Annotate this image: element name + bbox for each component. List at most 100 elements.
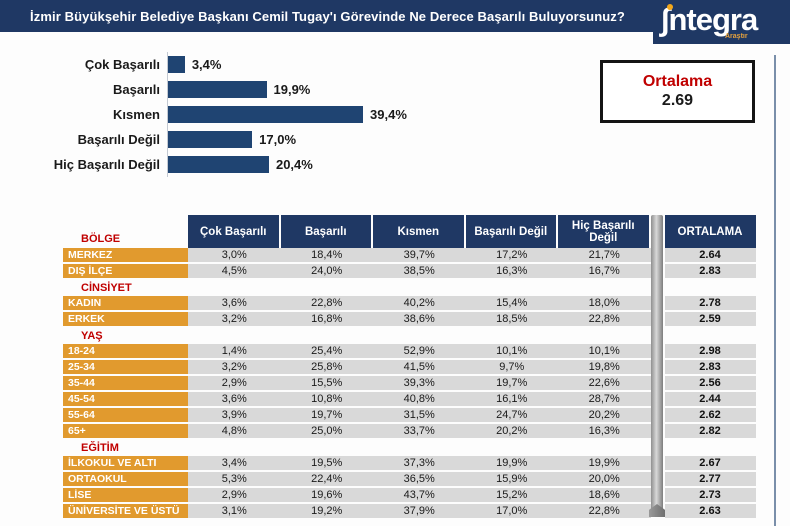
row-label-cell: 65+: [63, 424, 188, 440]
chart-bar: [168, 81, 267, 98]
empty-cell: [281, 440, 374, 456]
column-header: Kısmen: [373, 215, 466, 248]
chart-category-label: Hiç Başarılı Değil: [53, 157, 160, 172]
table-row: 45-54 3,6% 10,8% 40,8% 16,1% 28,7% 2.44: [63, 392, 756, 408]
value-cell: 4,8%: [188, 424, 281, 440]
value-cell: 10,8%: [280, 392, 373, 408]
empty-cell: [665, 280, 756, 296]
value-cell: 19,9%: [465, 456, 558, 472]
chart-category-label: Kısmen: [113, 107, 160, 122]
right-edge-rule: [774, 55, 776, 526]
average-cell: 2.63: [664, 504, 756, 520]
value-cell: 33,7%: [373, 424, 466, 440]
value-cell: 22,8%: [558, 312, 651, 328]
page-title: İzmir Büyükşehir Belediye Başkanı Cemil …: [30, 8, 625, 24]
value-cell: 3,4%: [188, 456, 281, 472]
section-label: EĞİTİM: [81, 442, 119, 454]
value-cell: 17,2%: [465, 248, 558, 264]
table-row: 55-64 3,9% 19,7% 31,5% 24,7% 20,2% 2.62: [63, 408, 756, 424]
chart-track: 20,4%: [167, 152, 313, 177]
integra-logo-text: ∫ntegra: [661, 2, 758, 37]
value-cell: 2,9%: [188, 376, 281, 392]
chart-bar: [168, 56, 185, 73]
value-cell: 31,5%: [373, 408, 466, 424]
value-cell: 22,6%: [558, 376, 651, 392]
value-cell: 19,7%: [465, 376, 558, 392]
value-cell: 5,3%: [188, 472, 281, 488]
row-label-cell: 35-44: [63, 376, 188, 392]
value-cell: 22,8%: [280, 296, 373, 312]
value-cell: 24,0%: [280, 264, 373, 280]
average-cell: 2.78: [664, 296, 756, 312]
average-cell: 2.67: [664, 456, 756, 472]
row-label-cell: DIŞ İLÇE: [63, 264, 188, 280]
chart-row: Kısmen 39,4%: [35, 102, 407, 127]
integra-logo-subtext: Araştır: [725, 33, 748, 40]
empty-cell: [665, 440, 756, 456]
table-row: İLKOKUL VE ALTI 3,4% 19,5% 37,3% 19,9% 19,9% 2…: [63, 456, 756, 472]
overall-average-box: Ortalama 2.69: [600, 60, 755, 123]
value-cell: 3,9%: [188, 408, 281, 424]
column-header: Hiç Başarılı Değil: [558, 215, 651, 248]
value-cell: 15,9%: [465, 472, 558, 488]
chart-track: 39,4%: [167, 102, 407, 127]
chart-track: 3,4%: [167, 52, 221, 77]
value-cell: 19,5%: [280, 456, 373, 472]
section-label: CİNSİYET: [81, 282, 132, 294]
row-label-cell: MERKEZ: [63, 248, 188, 264]
value-cell: 18,4%: [280, 248, 373, 264]
row-label-cell: ERKEK: [63, 312, 188, 328]
average-cell: 2.82: [664, 424, 756, 440]
average-cell: 2.98: [664, 344, 756, 360]
value-cell: 15,4%: [465, 296, 558, 312]
section-label: YAŞ: [81, 330, 103, 342]
average-cell: 2.64: [664, 248, 756, 264]
value-cell: 37,9%: [373, 504, 466, 520]
value-cell: 19,7%: [280, 408, 373, 424]
value-cell: 24,7%: [465, 408, 558, 424]
column-header-ortalama: ORTALAMA: [664, 215, 756, 248]
chart-bar: [168, 131, 253, 148]
logo-dot-icon: [667, 4, 673, 10]
value-cell: 4,5%: [188, 264, 281, 280]
value-cell: 25,8%: [280, 360, 373, 376]
chart-track: 19,9%: [167, 77, 310, 102]
section-row: YAŞ: [63, 328, 756, 344]
value-cell: 19,6%: [280, 488, 373, 504]
chart-bar: [168, 106, 364, 123]
value-cell: 36,5%: [373, 472, 466, 488]
row-label-cell: 55-64: [63, 408, 188, 424]
chart-value-label: 19,9%: [273, 82, 311, 97]
empty-cell: [665, 328, 756, 344]
empty-cell: [373, 280, 466, 296]
chart-value-label: 20,4%: [275, 157, 313, 172]
value-cell: 20,2%: [465, 424, 558, 440]
empty-cell: [188, 440, 281, 456]
average-cell: 2.83: [664, 264, 756, 280]
empty-cell: [466, 328, 559, 344]
table-row: LİSE 2,9% 19,6% 43,7% 15,2% 18,6% 2.73: [63, 488, 756, 504]
table-header-row: BÖLGE Çok Başarılı Başarılı Kısmen Başarılı …: [63, 215, 756, 248]
value-cell: 22,8%: [558, 504, 651, 520]
value-cell: 3,0%: [188, 248, 281, 264]
empty-cell: [373, 328, 466, 344]
value-cell: 39,3%: [373, 376, 466, 392]
column-divider-cap: [649, 504, 665, 517]
value-cell: 43,7%: [373, 488, 466, 504]
chart-row: Çok Başarılı 3,4%: [35, 52, 407, 77]
value-cell: 28,7%: [558, 392, 651, 408]
average-cell: 2.59: [664, 312, 756, 328]
chart-row: Başarılı Değil 17,0%: [35, 127, 407, 152]
value-cell: 18,0%: [558, 296, 651, 312]
row-label-cell: ORTAOKUL: [63, 472, 188, 488]
empty-cell: [558, 328, 651, 344]
value-cell: 40,8%: [373, 392, 466, 408]
value-cell: 3,1%: [188, 504, 281, 520]
value-cell: 1,4%: [188, 344, 281, 360]
value-cell: 52,9%: [373, 344, 466, 360]
value-cell: 15,5%: [280, 376, 373, 392]
value-cell: 21,7%: [558, 248, 651, 264]
empty-cell: [281, 328, 374, 344]
value-cell: 41,5%: [373, 360, 466, 376]
